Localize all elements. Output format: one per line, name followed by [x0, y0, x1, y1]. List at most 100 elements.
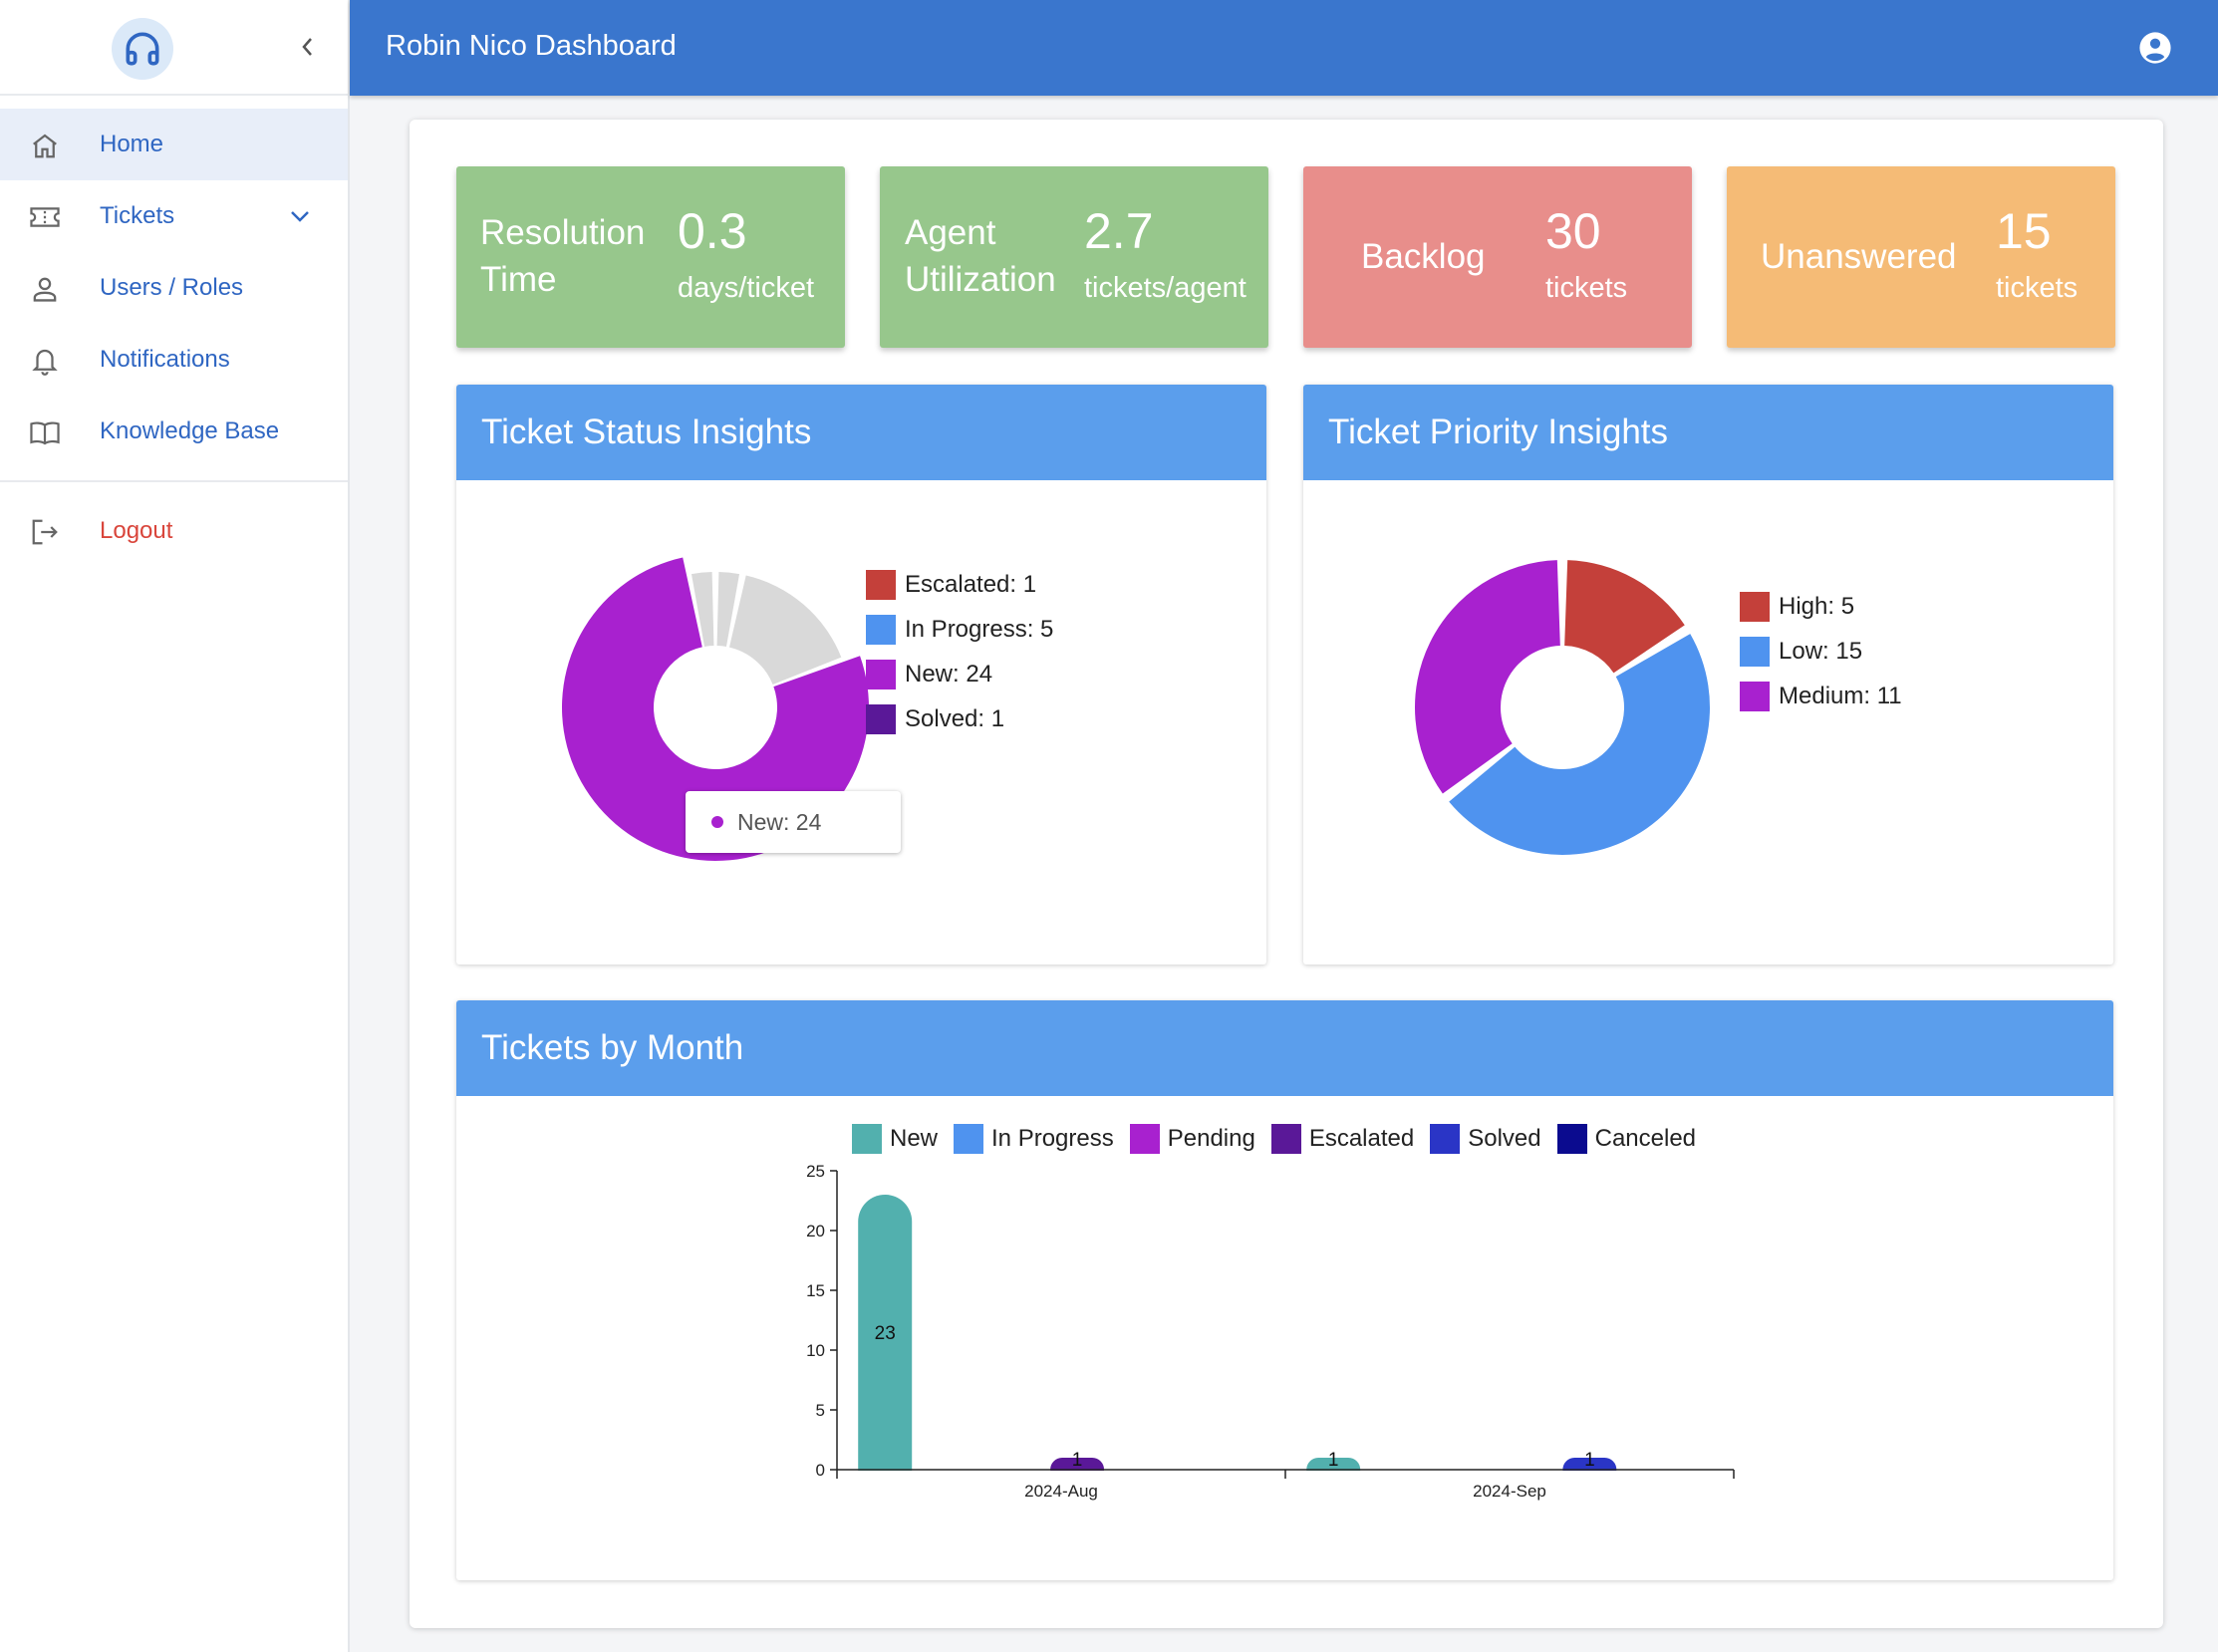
legend-swatch	[1740, 592, 1770, 622]
ticket-status-donut-chart	[562, 557, 869, 861]
tickets-by-month-panel: Tickets by Month New In Progress Pending…	[456, 1000, 2113, 1580]
legend-label: New	[890, 1125, 939, 1152]
panel-title: Ticket Status Insights	[456, 385, 1266, 480]
bell-icon	[28, 346, 62, 376]
kpi-unanswered: Unanswered 15 tickets	[1727, 166, 2115, 348]
legend-item: Medium: 11	[1740, 682, 1902, 711]
bar-value-label: 1	[1072, 1450, 1083, 1471]
kpi-unit: tickets	[1996, 272, 2079, 304]
y-tick-label: 15	[806, 1281, 825, 1300]
legend-item: High: 5	[1740, 592, 1854, 622]
sidebar-item-label: Users / Roles	[100, 274, 244, 301]
app-title: Robin Nico Dashboard	[386, 30, 677, 62]
legend-item: New	[852, 1124, 938, 1154]
legend-swatch	[866, 704, 896, 734]
pie-slice-solved[interactable]	[691, 572, 714, 647]
legend-swatch	[1740, 682, 1770, 711]
sidebar-item-users-roles[interactable]: Users / Roles	[0, 252, 348, 324]
pie-slice-escalated[interactable]	[716, 572, 740, 647]
dashboard-card: Resolution Time 0.3 days/ticket Agent Ut…	[410, 120, 2163, 1628]
tickets-by-month-bar-chart: 0 5 10 15 20 25 23 1 1 1 2024-Aug 2024-Sep	[806, 1162, 1735, 1511]
panel-title: Ticket Priority Insights	[1303, 385, 2113, 480]
pie-slice-low[interactable]	[1449, 634, 1711, 856]
x-tick-label: 2024-Sep	[1473, 1482, 1546, 1501]
legend-label: In Progress	[991, 1125, 1114, 1152]
legend-label: Escalated: 1	[905, 571, 1037, 598]
legend-label: High: 5	[1779, 593, 1855, 620]
sidebar-nav: Home Tickets Users / Roles Notifications	[0, 96, 348, 467]
legend-item: Solved	[1430, 1124, 1541, 1154]
legend-label: Low: 15	[1779, 638, 1863, 665]
kpi-label: Resolution Time	[480, 209, 645, 303]
legend-item: Escalated	[1270, 1124, 1415, 1154]
sidebar-item-label: Home	[100, 131, 164, 157]
user-icon	[28, 274, 62, 304]
bar-value-label: 1	[1328, 1450, 1339, 1471]
legend-label: Canceled	[1594, 1125, 1697, 1152]
collapse-sidebar-button[interactable]	[291, 30, 323, 64]
y-tick-label: 10	[806, 1341, 825, 1360]
home-icon	[28, 131, 62, 160]
ticket-status-panel: Ticket Status Insights Escalated: 1 In P…	[456, 385, 1266, 964]
legend-label: Solved	[1468, 1125, 1541, 1152]
legend-swatch	[1556, 1124, 1587, 1154]
legend-item: In Progress	[954, 1124, 1114, 1154]
kpi-agent-utilization: Agent Utilization 2.7 tickets/agent	[880, 166, 1268, 348]
tooltip-dot	[711, 816, 723, 828]
logout-icon	[28, 517, 62, 547]
legend-item: Escalated: 1	[866, 570, 1036, 600]
kpi-label: Unanswered	[1761, 237, 1957, 276]
legend-label: Solved: 1	[905, 705, 1005, 732]
y-tick-label: 5	[816, 1401, 825, 1420]
sidebar-item-knowledge-base[interactable]: Knowledge Base	[0, 396, 348, 467]
chevron-down-icon[interactable]	[286, 202, 314, 230]
legend-swatch	[1430, 1124, 1461, 1154]
chart-tooltip: New: 24	[686, 791, 901, 853]
kpi-backlog: Backlog 30 tickets	[1303, 166, 1692, 348]
kpi-label-line1: Agent	[905, 213, 996, 252]
logout-label: Logout	[100, 517, 173, 544]
kpi-label-line2: Time	[480, 260, 557, 299]
bar-new-2024-aug[interactable]	[858, 1195, 913, 1497]
legend-swatch	[866, 615, 896, 645]
legend-swatch	[954, 1124, 984, 1154]
sidebar-item-tickets[interactable]: Tickets	[0, 180, 348, 252]
ticket-priority-donut-chart	[1415, 560, 1711, 856]
panel-title: Tickets by Month	[456, 1000, 2113, 1096]
account-button[interactable]	[2138, 31, 2172, 65]
legend-item: Low: 15	[1740, 637, 1862, 667]
sidebar-divider	[0, 480, 348, 482]
pie-slice-in-progress[interactable]	[728, 575, 842, 686]
pie-slice-new[interactable]	[562, 557, 869, 861]
legend-swatch	[1740, 637, 1770, 667]
legend-item: New: 24	[866, 660, 992, 689]
bar-value-label: 1	[1584, 1450, 1595, 1471]
bar-value-label: 23	[875, 1323, 896, 1344]
account-circle-icon	[2139, 32, 2171, 64]
kpi-label-line1: Resolution	[480, 213, 646, 252]
legend-item: In Progress: 5	[866, 615, 1053, 645]
bar-chart-legend: New In Progress Pending Escalated Solved…	[852, 1124, 1712, 1154]
kpi-label: Backlog	[1361, 237, 1486, 276]
legend-label: Escalated	[1308, 1125, 1415, 1152]
kpi-value: 30	[1545, 203, 1601, 259]
legend-swatch	[866, 660, 896, 689]
legend-label: Medium: 11	[1779, 683, 1902, 709]
sidebar-item-home[interactable]: Home	[0, 109, 348, 180]
pie-slice-high[interactable]	[1564, 560, 1685, 674]
kpi-unit: days/ticket	[678, 272, 814, 304]
legend-swatch	[1270, 1124, 1301, 1154]
legend-item: Canceled	[1556, 1124, 1697, 1154]
sidebar-item-notifications[interactable]: Notifications	[0, 324, 348, 396]
kpi-label-line2: Utilization	[905, 260, 1056, 299]
y-tick-label: 0	[816, 1461, 825, 1480]
logout-button[interactable]: Logout	[0, 495, 348, 567]
legend-swatch	[1129, 1124, 1160, 1154]
legend-label: In Progress: 5	[905, 616, 1054, 643]
pie-slice-medium[interactable]	[1415, 560, 1560, 794]
kpi-unit: tickets/agent	[1084, 272, 1247, 304]
top-app-bar: Robin Nico Dashboard	[350, 0, 2218, 96]
sidebar-item-label: Notifications	[100, 346, 230, 373]
legend-item: Solved: 1	[866, 704, 1004, 734]
chevron-left-icon	[302, 38, 312, 56]
